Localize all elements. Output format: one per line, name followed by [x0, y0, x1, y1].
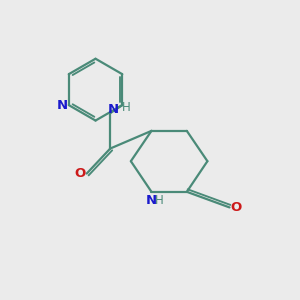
Text: N: N — [146, 194, 157, 207]
Text: N: N — [57, 99, 68, 112]
Text: O: O — [75, 167, 86, 180]
Text: O: O — [230, 201, 242, 214]
Text: N: N — [108, 103, 119, 116]
Text: H: H — [122, 101, 131, 114]
Text: H: H — [155, 194, 164, 207]
